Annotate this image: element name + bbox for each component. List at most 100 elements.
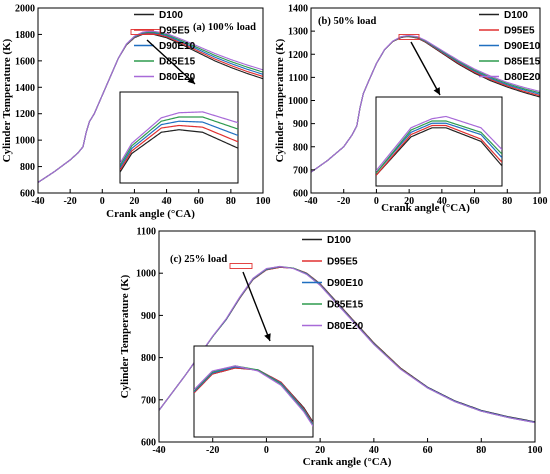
x-tick-label: 0: [100, 196, 105, 207]
y-axis-label: Cylinder Temperature (K): [119, 274, 131, 398]
legend-label: D90E10: [159, 41, 196, 52]
x-tick-label: 20: [129, 196, 139, 207]
y-tick-label: 1200: [288, 50, 308, 61]
plot-frame: [158, 230, 536, 443]
legend-label: D95E5: [327, 257, 358, 268]
x-tick-label: 80: [502, 196, 512, 207]
chart-title: (a) 100% load: [193, 22, 256, 33]
y-tick-label: 1000: [15, 136, 35, 147]
x-tick-label: 20: [315, 445, 325, 456]
x-tick-label: 0: [374, 196, 379, 207]
y-tick-label: 1800: [15, 30, 35, 41]
x-tick-label: 60: [423, 445, 433, 456]
zoom-inset-lines: [376, 115, 502, 176]
legend-label: D100: [159, 10, 183, 21]
zoom-region-marker: [398, 34, 420, 40]
zoom-region-marker: [130, 29, 161, 35]
chart-panel: -40 -20 0 20 40 60 80 100 600 700 800 900 1000 1100 12…: [274, 4, 548, 215]
y-tick-label: 1100: [289, 73, 308, 84]
zoom-arrow-head: [264, 333, 271, 341]
inset-line-d95e5: [376, 124, 502, 176]
legend-label: D90E10: [504, 41, 541, 52]
legend-label: D95E5: [159, 26, 190, 37]
y-tick-label: 600: [141, 438, 156, 449]
plot-frame: [37, 7, 264, 194]
y-tick-label: 1300: [288, 27, 308, 38]
x-tick-label: 60: [470, 196, 480, 207]
y-axis-label: Cylinder Temperature (K): [1, 38, 13, 162]
legend-label: D100: [327, 235, 351, 246]
zoom-inset: [119, 91, 239, 184]
y-tick-label: 800: [20, 162, 35, 173]
legend-label: D80E20: [504, 72, 541, 83]
inset-line-d85e15: [194, 365, 313, 426]
x-tick-label: -20: [206, 445, 219, 456]
inset-line-d90e10: [120, 120, 238, 169]
y-tick-label: 800: [293, 142, 308, 153]
x-tick-label: 100: [533, 196, 548, 207]
x-tick-label: 80: [226, 196, 236, 207]
inset-line-d80e20: [120, 111, 238, 164]
zoom-arrow-head: [187, 76, 195, 84]
x-tick-label: -40: [31, 196, 44, 207]
chart-title: (b) 50% load: [318, 16, 377, 27]
y-tick-label: 1200: [15, 109, 35, 120]
zoom-arrow-head: [433, 87, 440, 95]
y-tick-label: 1000: [288, 96, 308, 107]
x-tick-label: 40: [437, 196, 447, 207]
inset-line-d85e15: [376, 120, 502, 174]
zoom-inset-lines: [194, 365, 313, 427]
zoom-arrow: [410, 41, 441, 96]
y-tick-label: 700: [293, 165, 308, 176]
inset-line-d80e20: [376, 115, 502, 172]
x-tick-label: 80: [476, 445, 486, 456]
y-tick-label: 2000: [15, 4, 35, 15]
y-axis-label: Cylinder Temperature (K): [274, 38, 286, 162]
y-tick-label: 600: [20, 189, 35, 200]
y-tick-label: 1600: [15, 56, 35, 67]
y-tick-label: 900: [141, 311, 156, 322]
zoom-region-marker: [229, 263, 253, 269]
series-line-d80e20: [310, 34, 541, 173]
legend-label: D100: [504, 10, 528, 21]
inset-line-d95e5: [120, 124, 238, 171]
x-tick-label: 0: [264, 445, 269, 456]
y-tick-label: 1400: [288, 4, 308, 15]
x-tick-label: 40: [162, 196, 172, 207]
x-axis-label: Crank angle (°CA): [381, 202, 470, 214]
x-tick-label: 100: [528, 445, 543, 456]
series-line-d80e20: [158, 265, 536, 424]
zoom-arrow: [146, 39, 196, 85]
y-tick-label: 900: [293, 119, 308, 130]
inset-line-d90e10: [376, 122, 502, 174]
x-tick-label: -40: [152, 445, 165, 456]
legend-label: D80E20: [327, 321, 364, 332]
legend-label: D85E15: [327, 300, 364, 311]
x-tick-label: 40: [369, 445, 379, 456]
x-axis-label: Crank angle (°CA): [303, 456, 392, 468]
inset-line-d100: [120, 129, 238, 173]
zoom-inset: [193, 345, 314, 438]
y-tick-label: 700: [141, 395, 156, 406]
legend-label: D90E10: [327, 278, 364, 289]
legend-label: D95E5: [504, 26, 535, 37]
x-tick-label: -20: [63, 196, 76, 207]
legend-label: D85E15: [159, 57, 196, 68]
inset-line-d85e15: [120, 116, 238, 166]
x-tick-label: 60: [194, 196, 204, 207]
inset-line-d100: [376, 127, 502, 176]
legend-label: D80E20: [159, 72, 196, 83]
chart-title: (c) 25% load: [170, 254, 227, 265]
x-tick-label: 100: [256, 196, 271, 207]
series-line-d80e20: [37, 30, 264, 183]
x-tick-label: -40: [304, 196, 317, 207]
x-tick-label: 20: [404, 196, 414, 207]
y-tick-label: 1400: [15, 83, 35, 94]
x-axis-label: Crank angle (°CA): [106, 208, 195, 220]
y-tick-label: 1000: [136, 269, 156, 280]
chart-panel: -40 -20 0 20 40 60 80 100 600 800 1000 1200 1400 1600…: [1, 4, 271, 221]
zoom-arrow: [242, 271, 271, 342]
y-tick-label: 1100: [137, 227, 156, 238]
legend-label: D85E15: [504, 57, 541, 68]
